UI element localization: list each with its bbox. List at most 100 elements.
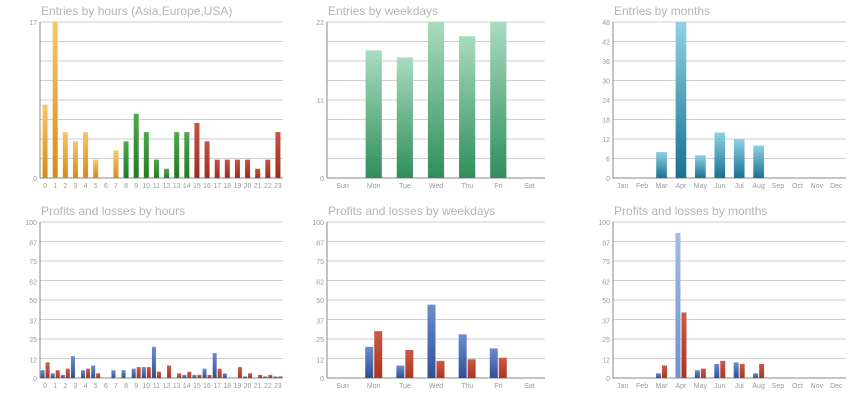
chart-entries-by-months: Entries by months 0 6 12 18 24 30 36 42 48 Jan Feb…	[602, 4, 846, 190]
y-tick-label: 24	[602, 98, 610, 105]
loss-bar	[467, 359, 476, 378]
x-tick-label: Nov	[811, 383, 824, 390]
loss-bar	[278, 376, 283, 378]
profit-bar	[81, 370, 86, 378]
profit-bar	[212, 353, 217, 378]
profit-bar	[222, 373, 227, 378]
bar	[396, 57, 413, 178]
x-tick-label: Feb	[636, 183, 648, 190]
profit-bar	[151, 346, 156, 378]
loss-bar	[681, 312, 687, 378]
x-tick-label: 11	[153, 383, 160, 390]
x-tick-label: 21	[254, 183, 262, 190]
bar	[123, 141, 129, 178]
y-tick-label: 12	[29, 357, 37, 364]
profit-bar	[60, 374, 65, 378]
profit-bar	[121, 370, 126, 378]
y-tick-label: 75	[316, 259, 324, 266]
y-tick-label: 62	[29, 279, 37, 286]
profit-bar	[675, 232, 681, 378]
profit-bar	[131, 368, 136, 378]
x-tick-label: 9	[134, 183, 138, 190]
loss-bar	[96, 373, 101, 378]
x-tick-label: 22	[264, 383, 272, 390]
bar	[153, 159, 159, 178]
loss-bar	[146, 367, 151, 378]
loss-bar	[248, 373, 253, 378]
loss-bar	[405, 349, 414, 378]
y-tick-label: 0	[606, 376, 610, 383]
x-tick-label: Mar	[656, 183, 669, 190]
bar	[255, 168, 261, 178]
y-tick-label: 50	[316, 298, 324, 305]
bar	[194, 122, 200, 178]
profit-bar	[273, 376, 278, 378]
x-tick-label: Sep	[772, 383, 785, 390]
loss-bar	[65, 368, 70, 378]
x-tick-label: 11	[153, 183, 160, 190]
y-tick-label: 12	[316, 357, 324, 364]
y-tick-label: 0	[33, 376, 37, 383]
loss-bar	[720, 360, 726, 378]
x-tick-label: 17	[213, 383, 221, 390]
x-tick-label: 2	[63, 183, 67, 190]
x-tick-label: 18	[223, 383, 231, 390]
y-tick-label: 0	[606, 176, 610, 183]
profit-bar	[40, 370, 45, 378]
x-tick-label: 15	[193, 183, 201, 190]
bar	[365, 50, 382, 179]
bar	[656, 152, 667, 178]
profit-bar	[714, 363, 720, 378]
profit-bar	[396, 365, 405, 378]
loss-bar	[662, 365, 668, 378]
x-tick-label: Mar	[656, 383, 669, 390]
x-tick-label: Jul	[735, 183, 744, 190]
y-tick-label: 37	[316, 318, 324, 325]
x-tick-label: Aug	[752, 383, 765, 390]
x-tick-label: 8	[124, 183, 128, 190]
bar	[490, 22, 507, 178]
bar	[427, 22, 445, 178]
profit-bar	[733, 362, 739, 378]
y-tick-label: 100	[598, 220, 610, 227]
x-tick-label: 1	[53, 383, 57, 390]
y-tick-label: 42	[602, 40, 610, 47]
x-tick-label: 13	[173, 383, 181, 390]
chart-title: Profits and losses by hours	[41, 204, 185, 218]
x-tick-label: 2	[63, 383, 67, 390]
y-tick-label: 75	[29, 259, 37, 266]
x-tick-label: Fri	[494, 383, 503, 390]
bar	[62, 132, 68, 178]
x-tick-label: 4	[84, 383, 88, 390]
bar	[459, 36, 476, 178]
x-tick-label: 13	[173, 183, 181, 190]
x-tick-label: Apr	[676, 383, 688, 390]
bar	[143, 132, 149, 178]
y-tick-label: 6	[606, 157, 610, 164]
loss-bar	[217, 368, 222, 378]
y-tick-label: 36	[602, 59, 610, 66]
y-tick-label: 50	[602, 298, 610, 305]
x-tick-label: 5	[94, 383, 98, 390]
x-tick-label: 3	[73, 183, 77, 190]
y-tick-label: 12	[602, 137, 610, 144]
y-tick-label: 22	[316, 20, 324, 27]
loss-bar	[268, 374, 273, 378]
x-tick-label: Jan	[617, 183, 628, 190]
y-tick-label: 50	[29, 298, 37, 305]
x-tick-label: Sep	[772, 183, 785, 190]
x-tick-label: Aug	[752, 183, 765, 190]
x-tick-label: Sat	[524, 183, 535, 190]
x-tick-label: Jun	[714, 383, 725, 390]
loss-bar	[700, 368, 706, 378]
x-tick-label: 19	[234, 183, 242, 190]
x-tick-label: Feb	[636, 383, 648, 390]
bar	[695, 155, 706, 178]
x-tick-label: 15	[193, 383, 201, 390]
x-tick-label: Sun	[336, 383, 349, 390]
x-tick-label: Jun	[714, 183, 725, 190]
loss-bar	[167, 365, 172, 378]
x-tick-label: May	[694, 383, 708, 390]
x-tick-label: Fri	[494, 183, 503, 190]
